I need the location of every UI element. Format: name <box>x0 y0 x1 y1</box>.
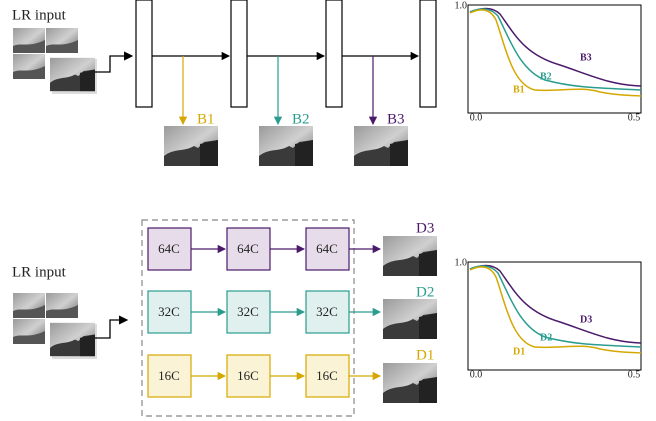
input-label: LR input <box>12 7 67 23</box>
arrow <box>95 320 127 338</box>
curve-label: D3 <box>580 314 592 325</box>
top-panel: LR input B1 B2 B3 1.0 0.0 0.5 B1 B2 B3 <box>12 0 641 166</box>
cell-label: 32C <box>158 304 180 319</box>
input-tile <box>13 54 45 79</box>
cell-label: 32C <box>237 304 259 319</box>
y-tick-label: 1.0 <box>455 257 468 268</box>
input-tile <box>46 293 78 318</box>
input-image <box>50 323 95 356</box>
input-tile <box>13 319 45 344</box>
figure: LR input B1 B2 B3 1.0 0.0 0.5 B1 B2 B3 L… <box>0 0 656 421</box>
input-tile <box>13 293 45 318</box>
output-image <box>164 126 218 166</box>
branch-label: B2 <box>292 111 310 127</box>
cell-label: 64C <box>316 241 338 256</box>
output-image <box>259 126 313 166</box>
cell-label: 16C <box>316 368 338 383</box>
cell-label: 64C <box>237 241 259 256</box>
branch-label: B1 <box>197 111 215 127</box>
plot: 1.0 0.0 0.5 D1 D2 D3 <box>455 257 642 380</box>
cell-label: 64C <box>158 241 180 256</box>
input-tile <box>46 28 78 53</box>
output-image <box>354 126 408 166</box>
x-tick-label: 0.5 <box>628 369 641 380</box>
curve-label: D1 <box>513 346 525 357</box>
curve-label: B2 <box>540 71 552 82</box>
output-image <box>383 299 437 339</box>
y-tick-label: 1.0 <box>455 0 468 11</box>
input-image <box>50 58 95 91</box>
x-tick-label: 0.5 <box>628 112 641 123</box>
x-tick-label: 0.0 <box>470 369 483 380</box>
output-label: D2 <box>416 284 434 300</box>
arrow <box>95 56 132 72</box>
branch-label: B3 <box>387 111 405 127</box>
output-image <box>383 363 437 403</box>
output-image <box>383 236 437 276</box>
output-label: D1 <box>416 347 434 363</box>
input-label: LR input <box>12 264 67 280</box>
curve-label: B3 <box>580 52 592 63</box>
curve-label: B1 <box>513 84 525 95</box>
plot: 1.0 0.0 0.5 B1 B2 B3 <box>455 0 642 123</box>
cell-label: 16C <box>237 368 259 383</box>
curve-label: D2 <box>540 332 552 343</box>
bottom-panel: LR input 64C 64C 64C D3 32C 32C 32C D2 <box>12 220 641 416</box>
cell-label: 32C <box>316 304 338 319</box>
x-tick-label: 0.0 <box>470 112 483 123</box>
cell-label: 16C <box>158 368 180 383</box>
input-tile <box>13 28 45 53</box>
output-label: D3 <box>416 220 434 236</box>
layers <box>136 0 436 107</box>
